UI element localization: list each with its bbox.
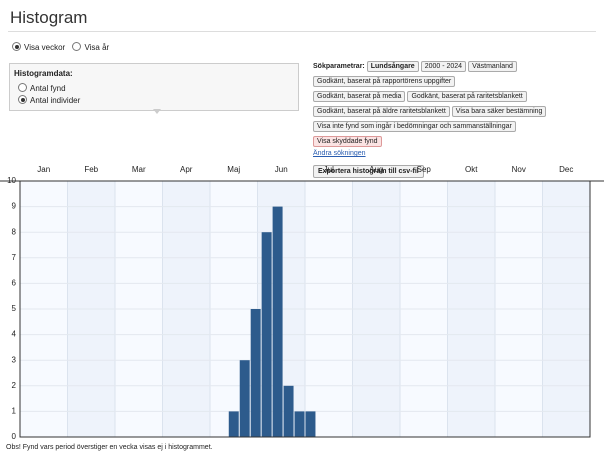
y-tick-label: 3 <box>12 355 17 364</box>
y-tick-label: 5 <box>12 304 17 313</box>
month-label: Sep <box>417 165 432 174</box>
bar <box>305 411 316 437</box>
tag[interactable]: Visa bara säker bestämning <box>451 106 547 117</box>
edit-link[interactable]: Ändra sökningen <box>313 150 366 157</box>
label: Visa veckor <box>24 43 66 52</box>
month-label: Jan <box>37 165 50 174</box>
month-label: Jul <box>324 165 334 174</box>
tag[interactable]: Godkänt, baserat på rapportörens uppgift… <box>313 76 456 87</box>
month-label: Okt <box>465 165 478 174</box>
tag[interactable]: 2000 - 2024 <box>420 61 467 72</box>
histogram-data-box: Histogramdata: Antal fynd Antal individe… <box>9 63 299 111</box>
month-label: Apr <box>180 165 193 174</box>
export-button[interactable]: Exportera histogram till csv-fil <box>313 165 424 178</box>
radio-weeks[interactable]: Visa veckor <box>12 42 66 52</box>
histogram-chart: Jan Feb Mar Apr Maj Jun Jul Aug Sep Okt Nov Dec 0 1 2 3… <box>0 165 604 441</box>
footnote: Obs! Fynd vars period överstiger en veck… <box>6 444 213 451</box>
y-tick-label: 6 <box>12 279 17 288</box>
bar <box>283 385 294 437</box>
bar <box>228 411 239 437</box>
bar <box>261 232 272 437</box>
tag[interactable]: Visa inte fynd som ingår i bedömningar o… <box>313 121 516 132</box>
tag[interactable]: Godkänt, baserat på media <box>313 91 406 102</box>
search-label: Sökparametrar: <box>313 63 365 70</box>
label: Antal individer <box>30 96 81 105</box>
tag[interactable]: Lundsångare <box>366 61 419 72</box>
y-tick-label: 4 <box>12 330 17 339</box>
box-pointer <box>153 109 161 114</box>
month-label: Dec <box>559 165 573 174</box>
y-tick-label: 1 <box>12 407 17 416</box>
radio-count[interactable]: Antal fynd <box>18 83 66 93</box>
search-params: Sökparametrar: Lundsångare 2000 - 2024 Väst… <box>313 59 551 180</box>
tag[interactable]: Godkänt, baserat på äldre raritetsblanke… <box>313 106 450 117</box>
tag[interactable]: Visa skyddade fynd <box>313 136 382 147</box>
page-title: Histogram <box>10 8 88 27</box>
view-options: Visa veckor Visa år <box>12 42 109 52</box>
y-tick-label: 7 <box>12 253 17 262</box>
month-label: Aug <box>369 165 383 174</box>
month-label: Jun <box>275 165 288 174</box>
radio-years[interactable]: Visa år <box>72 42 110 52</box>
bar <box>272 206 283 437</box>
y-tick-label: 9 <box>12 202 17 211</box>
month-label: Nov <box>512 165 526 174</box>
y-tick-label: 8 <box>12 227 17 236</box>
title-rule <box>8 31 596 32</box>
month-label: Maj <box>227 165 240 174</box>
box-title: Histogramdata: <box>14 69 73 78</box>
bar <box>239 360 250 437</box>
y-tick-label: 0 <box>12 432 17 441</box>
tag[interactable]: Godkänt, baserat på raritetsblankett <box>407 91 527 102</box>
bar <box>294 411 305 437</box>
label: Antal fynd <box>30 84 66 93</box>
tag[interactable]: Västmanland <box>468 61 517 72</box>
radio-individuals[interactable]: Antal individer <box>18 95 80 105</box>
bar <box>250 309 261 437</box>
month-label: Mar <box>132 165 146 174</box>
month-label: Feb <box>84 165 98 174</box>
y-tick-label: 2 <box>12 381 17 390</box>
label: Visa år <box>84 43 110 52</box>
